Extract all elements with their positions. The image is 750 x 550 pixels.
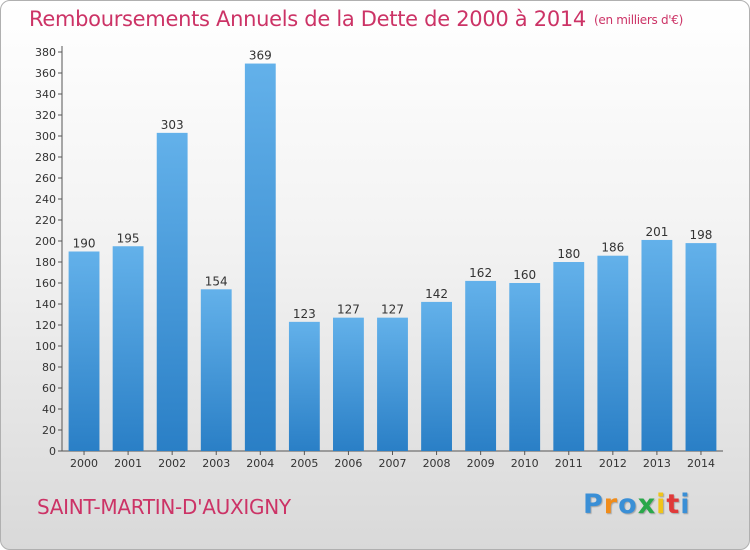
x-tick-label-2014: 2014: [687, 457, 715, 470]
bar-2005: [288, 321, 320, 451]
y-tick-label: 240: [35, 193, 56, 206]
x-tick-label-2002: 2002: [158, 457, 186, 470]
value-label-2006: 127: [337, 303, 360, 317]
y-tick-label: 280: [35, 151, 56, 164]
x-tick-label-2011: 2011: [555, 457, 583, 470]
y-tick-label: 0: [49, 445, 56, 458]
chart-unit: (en milliers d'€): [594, 13, 684, 27]
value-label-2008: 142: [425, 287, 448, 301]
y-tick-label: 220: [35, 214, 56, 227]
value-label-2005: 123: [293, 307, 316, 321]
value-label-2012: 186: [601, 241, 624, 255]
logo-letter: i: [656, 489, 667, 520]
bar-2001: [112, 246, 144, 451]
bar-2013: [641, 239, 673, 451]
logo-letter: P: [583, 489, 604, 520]
value-label-2001: 195: [117, 231, 140, 245]
y-tick-label: 380: [35, 46, 56, 59]
x-tick-label-2004: 2004: [246, 457, 274, 470]
value-label-2004: 369: [249, 49, 272, 63]
bar-2002: [156, 132, 188, 451]
y-tick-label: 120: [35, 319, 56, 332]
y-tick-label: 60: [42, 382, 56, 395]
bar-2012: [597, 255, 629, 451]
x-tick-label-2000: 2000: [70, 457, 98, 470]
value-label-2002: 303: [161, 118, 184, 132]
x-tick-label-2007: 2007: [379, 457, 407, 470]
y-tick-label: 200: [35, 235, 56, 248]
x-tick-label-2012: 2012: [599, 457, 627, 470]
logo-letter: r: [603, 489, 619, 520]
x-tick-label-2001: 2001: [114, 457, 142, 470]
bar-2000: [68, 251, 100, 451]
town-name: SAINT-MARTIN-D'AUXIGNY: [37, 495, 291, 519]
x-tick-label-2010: 2010: [511, 457, 539, 470]
bar-2004: [244, 63, 276, 452]
y-tick-label: 180: [35, 256, 56, 269]
bar-2008: [421, 301, 452, 451]
chart-title: Remboursements Annuels de la Dette de 20…: [29, 7, 683, 31]
y-tick-label: 80: [42, 361, 56, 374]
y-tick-label: 100: [35, 340, 56, 353]
y-tick-label: 20: [42, 424, 56, 437]
y-tick-label: 40: [42, 403, 56, 416]
bar-2009: [465, 280, 497, 451]
logo-letter: o: [618, 489, 638, 520]
logo-letter: t: [666, 489, 681, 520]
proxiti-logo: Proxiti: [583, 489, 691, 520]
bar-2007: [377, 317, 408, 451]
value-label-2003: 154: [205, 274, 228, 288]
bar-chart: 0 20 40 60 80 100 120 140 160 180 200 220 240 260 280 3…: [35, 46, 723, 470]
y-tick-label: 160: [35, 277, 56, 290]
bar-2006: [333, 317, 364, 451]
x-tick-label-2009: 2009: [467, 457, 495, 470]
value-label-2009: 162: [469, 266, 492, 280]
value-label-2014: 198: [690, 228, 713, 242]
y-tick-label: 300: [35, 130, 56, 143]
x-tick-label-2003: 2003: [202, 457, 230, 470]
logo-letter: x: [637, 489, 657, 520]
y-tick-label: 320: [35, 109, 56, 122]
bar-2003: [200, 289, 232, 451]
value-label-2010: 160: [513, 268, 536, 282]
value-label-2000: 190: [73, 237, 96, 251]
y-tick-label: 340: [35, 88, 56, 101]
bar-2014: [685, 243, 717, 451]
y-tick-label: 360: [35, 67, 56, 80]
y-tick-label: 260: [35, 172, 56, 185]
y-tick-label: 140: [35, 298, 56, 311]
value-label-2013: 201: [645, 225, 668, 239]
bar-2011: [553, 262, 585, 451]
bar-2010: [509, 283, 541, 451]
value-label-2007: 127: [381, 303, 404, 317]
x-tick-label-2008: 2008: [423, 457, 451, 470]
chart-title-text: Remboursements Annuels de la Dette de 20…: [29, 7, 586, 31]
x-tick-label-2013: 2013: [643, 457, 671, 470]
logo-letter: i: [680, 489, 691, 520]
x-tick-label-2005: 2005: [290, 457, 318, 470]
x-tick-label-2006: 2006: [334, 457, 362, 470]
value-label-2011: 180: [557, 247, 580, 261]
